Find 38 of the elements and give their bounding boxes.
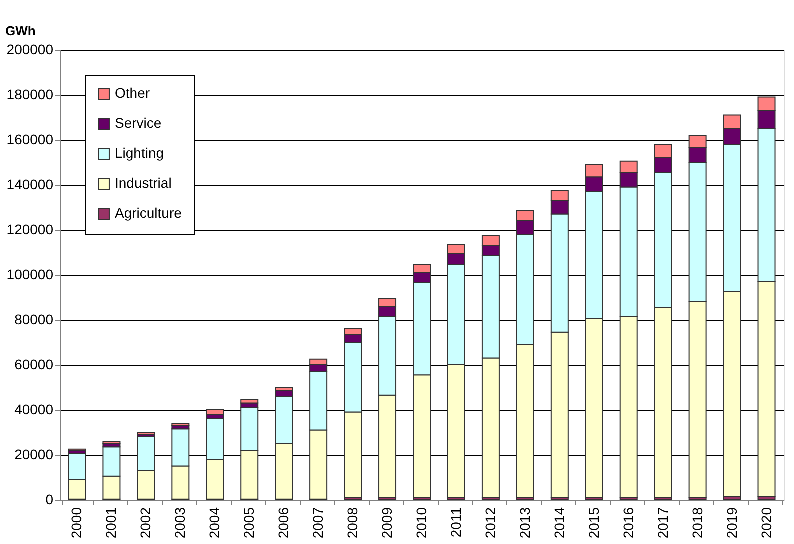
x-tick-label: 2018	[689, 507, 706, 539]
x-tick-label: 2019	[724, 507, 740, 539]
x-tick-label: 2005	[241, 507, 258, 539]
x-tick-label: 2020	[758, 507, 774, 539]
y-tick-label: 180000	[6, 86, 54, 102]
x-tick-label: 2009	[379, 507, 396, 539]
x-tick-label: 2015	[586, 507, 602, 539]
x-tick-label: 2007	[310, 507, 326, 539]
legend-label: Other	[115, 85, 150, 101]
x-tick-label: 2017	[654, 507, 671, 539]
y-axis-title: GWh	[6, 24, 36, 38]
legend-label: Industrial	[115, 175, 172, 191]
x-tick-label: 2013	[516, 507, 533, 539]
x-tick-label: 2011	[448, 507, 464, 538]
y-tick-label: 140000	[6, 176, 54, 192]
x-tick-label: 2016	[620, 507, 636, 539]
y-tick-label: 160000	[6, 132, 54, 148]
y-tick-label: 100000	[6, 266, 54, 282]
x-tick-label: 2002	[138, 507, 154, 539]
y-tick-label: 60000	[14, 356, 54, 372]
x-tick-label: 2006	[276, 507, 292, 539]
legend-label: Service	[115, 115, 162, 131]
y-tick-label: 0	[46, 492, 54, 508]
legend-label: Lighting	[115, 145, 164, 161]
x-tick-label: 2003	[172, 507, 188, 539]
y-tick-label: 80000	[14, 312, 54, 328]
y-tick-label: 200000	[6, 42, 54, 58]
x-tick-label: 2000	[68, 507, 85, 539]
y-tick-label: 20000	[14, 446, 54, 462]
x-tick-label: 2008	[344, 507, 361, 539]
y-tick-label: 40000	[14, 402, 54, 418]
y-tick-label: 120000	[6, 222, 54, 238]
x-tick-label: 2014	[551, 507, 568, 539]
x-tick-label: 2001	[103, 507, 120, 539]
legend-label: Agriculture	[115, 205, 182, 221]
x-tick-label: 2010	[414, 507, 430, 539]
x-tick-label: 2012	[482, 507, 498, 539]
x-tick-label: 2004	[206, 507, 223, 539]
